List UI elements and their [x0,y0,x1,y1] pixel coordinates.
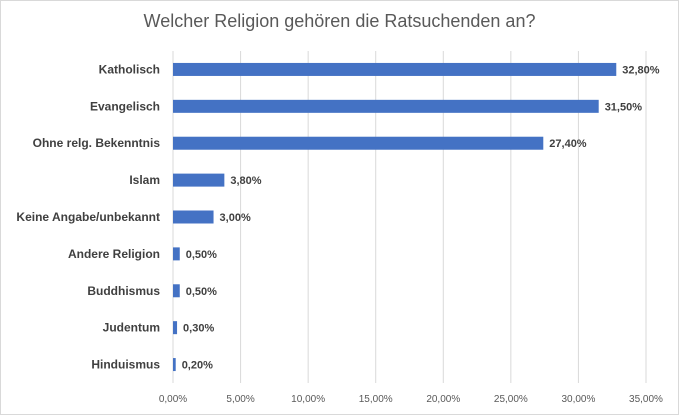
category-label: Katholisch [99,62,160,76]
value-label: 31,50% [605,101,643,113]
category-label: Ohne relg. Bekenntnis [33,136,161,150]
bar [173,99,599,113]
value-label: 3,80% [230,175,261,187]
value-label: 0,30% [183,323,214,335]
x-tick-label: 0,00% [159,394,187,405]
bar [173,136,544,150]
x-tick-label: 10,00% [291,394,325,405]
value-label: 0,20% [182,360,213,372]
x-tick-label: 25,00% [494,394,528,405]
bar [173,284,180,298]
x-tick-label: 20,00% [426,394,460,405]
bar [173,62,617,76]
bar [173,358,176,372]
x-tick-label: 35,00% [629,394,663,405]
category-label: Andere Religion [68,247,160,261]
category-label: Hinduismus [91,358,160,372]
value-label: 32,80% [622,64,660,76]
x-tick-label: 15,00% [359,394,393,405]
bar [173,173,225,187]
value-label: 27,40% [549,138,587,150]
value-label: 0,50% [186,286,217,298]
bar [173,247,180,261]
category-label: Islam [129,173,160,187]
chart-title: Welcher Religion gehören die Ratsuchende… [143,11,536,31]
category-label: Judentum [103,321,160,335]
x-tick-label: 5,00% [226,394,254,405]
category-label: Evangelisch [90,99,160,113]
bar [173,210,214,224]
value-label: 3,00% [220,212,251,224]
bar [173,321,178,335]
category-label: Keine Angabe/unbekannt [16,210,160,224]
x-tick-label: 30,00% [561,394,595,405]
value-label: 0,50% [186,249,217,261]
category-label: Buddhismus [87,284,160,298]
